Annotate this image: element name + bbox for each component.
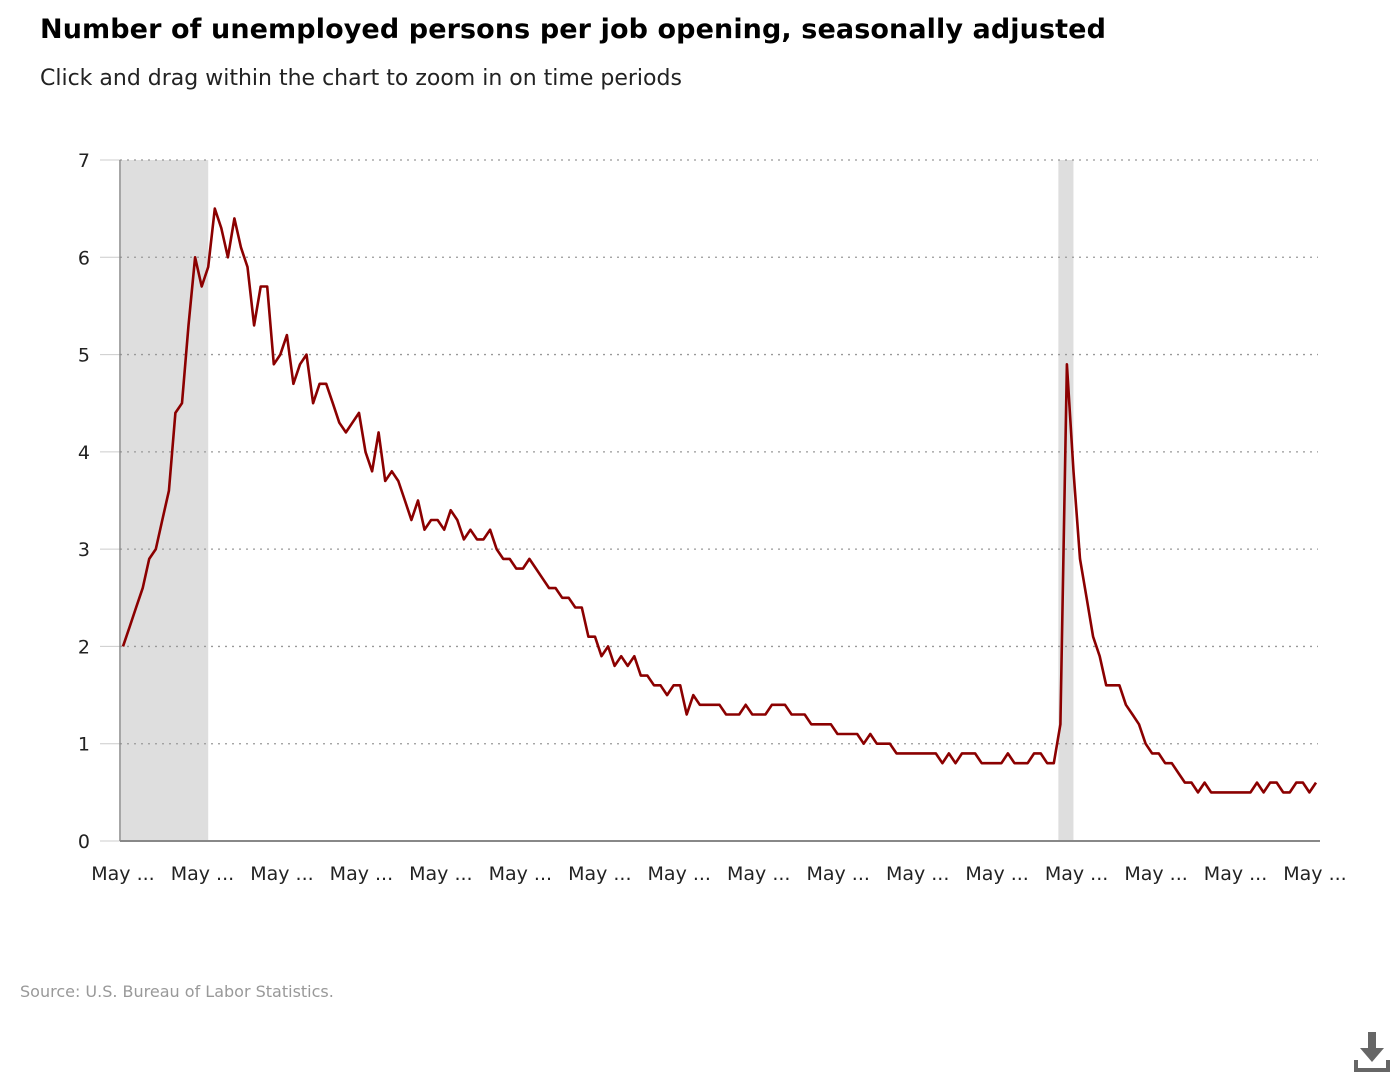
x-tick-label: May ... <box>1124 863 1187 885</box>
download-icon <box>1354 1032 1390 1072</box>
y-tick-label: 4 <box>78 442 90 464</box>
x-tick-label: May ... <box>489 863 552 885</box>
x-tick-label: May ... <box>886 863 949 885</box>
download-button[interactable] <box>1352 1030 1392 1074</box>
source-note: Source: U.S. Bureau of Labor Statistics. <box>20 982 334 1001</box>
x-tick-label: May ... <box>1045 863 1108 885</box>
x-tick-label: May ... <box>806 863 869 885</box>
x-tick-label: May ... <box>727 863 790 885</box>
y-tick-label: 2 <box>78 636 90 658</box>
x-tick-label: May ... <box>171 863 234 885</box>
y-tick-label: 3 <box>78 539 90 561</box>
chart-title: Number of unemployed persons per job ope… <box>40 14 1106 45</box>
x-tick-label: May ... <box>648 863 711 885</box>
x-tick-label: May ... <box>250 863 313 885</box>
series-line <box>121 207 1318 794</box>
x-tick-label: May ... <box>409 863 472 885</box>
recession-band <box>1058 160 1074 841</box>
y-tick-label: 7 <box>78 150 90 172</box>
x-tick-label: May ... <box>1283 863 1346 885</box>
x-tick-label: May ... <box>91 863 154 885</box>
y-tick-label: 6 <box>78 247 90 269</box>
y-tick-label: 1 <box>78 734 90 756</box>
x-tick-label: May ... <box>568 863 631 885</box>
y-tick-label: 5 <box>78 345 90 367</box>
chart-subtitle: Click and drag within the chart to zoom … <box>40 66 682 91</box>
line-chart[interactable]: 0 1 2 3 4 5 6 7 May ... May ... May ... May ... May … <box>0 0 1400 960</box>
x-tick-label: May ... <box>965 863 1028 885</box>
y-tick-label: 0 <box>78 831 90 853</box>
x-tick-label: May ... <box>330 863 393 885</box>
x-tick-label: May ... <box>1204 863 1267 885</box>
